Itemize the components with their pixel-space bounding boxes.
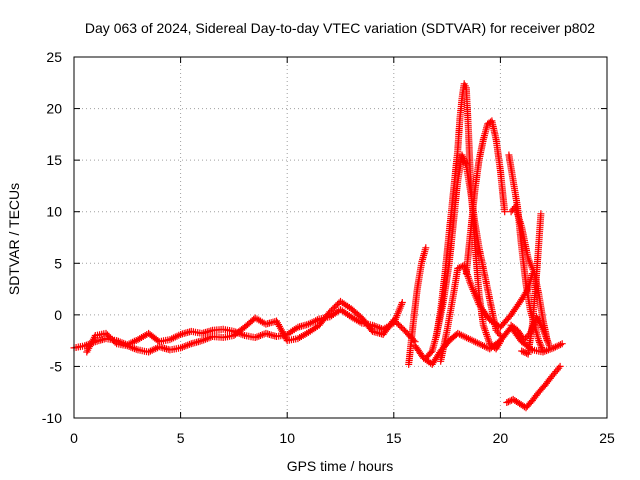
series-base_track_2 <box>83 297 419 356</box>
x-tick-label: 25 <box>599 430 615 446</box>
y-tick-label: -5 <box>50 358 63 374</box>
y-axis-label: SDTVAR / TECUs <box>6 183 22 295</box>
y-tick-label: 15 <box>46 152 62 168</box>
y-tick-label: 5 <box>54 255 62 271</box>
x-tick-label: 0 <box>70 430 78 446</box>
y-tick-label: 10 <box>46 204 62 220</box>
axis-ticks: 0 5 10 15 20 25 -10 -5 0 5 10 15 20 25 <box>42 49 615 446</box>
data-point-markers <box>503 362 564 412</box>
data-point-markers <box>83 297 419 356</box>
series-pre_event_spike <box>405 244 430 368</box>
y-tick-label: 0 <box>54 307 62 323</box>
chart-title: Day 063 of 2024, Sidereal Day-to-day VTE… <box>85 20 595 36</box>
data-points <box>70 80 566 412</box>
data-point-markers <box>437 261 536 365</box>
x-tick-label: 5 <box>177 430 185 446</box>
series-event_mid <box>437 261 536 365</box>
data-point-markers <box>405 244 430 368</box>
plot-frame <box>73 56 608 419</box>
y-tick-label: -10 <box>42 410 62 426</box>
y-tick-label: 20 <box>46 101 62 117</box>
x-tick-label: 10 <box>279 430 295 446</box>
x-tick-label: 15 <box>386 430 402 446</box>
x-axis-label: GPS time / hours <box>287 458 394 474</box>
y-tick-label: 25 <box>46 49 62 65</box>
x-tick-label: 20 <box>493 430 509 446</box>
series-tail_dip <box>503 362 564 412</box>
data-point-markers <box>518 210 545 358</box>
series-late_branch_4 <box>518 210 545 358</box>
